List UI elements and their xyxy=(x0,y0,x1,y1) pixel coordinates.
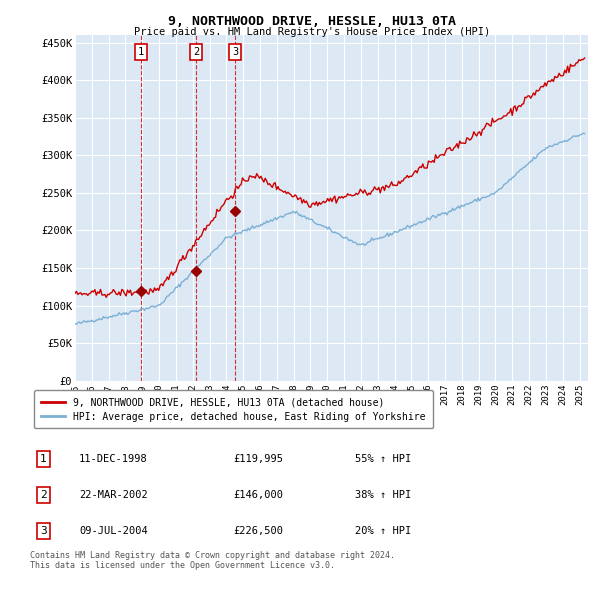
Text: Contains HM Land Registry data © Crown copyright and database right 2024.
This d: Contains HM Land Registry data © Crown c… xyxy=(29,551,395,570)
Text: Price paid vs. HM Land Registry's House Price Index (HPI): Price paid vs. HM Land Registry's House … xyxy=(134,27,490,37)
Text: 3: 3 xyxy=(232,47,238,57)
Text: 2: 2 xyxy=(193,47,200,57)
Text: 1: 1 xyxy=(40,454,47,464)
Text: 2: 2 xyxy=(40,490,47,500)
Text: 3: 3 xyxy=(40,526,47,536)
Text: 9, NORTHWOOD DRIVE, HESSLE, HU13 0TA: 9, NORTHWOOD DRIVE, HESSLE, HU13 0TA xyxy=(168,15,456,28)
Text: £146,000: £146,000 xyxy=(234,490,284,500)
Text: 09-JUL-2004: 09-JUL-2004 xyxy=(79,526,148,536)
Text: 55% ↑ HPI: 55% ↑ HPI xyxy=(355,454,412,464)
Text: 1: 1 xyxy=(138,47,145,57)
Text: £119,995: £119,995 xyxy=(234,454,284,464)
Text: £226,500: £226,500 xyxy=(234,526,284,536)
Text: 22-MAR-2002: 22-MAR-2002 xyxy=(79,490,148,500)
Legend: 9, NORTHWOOD DRIVE, HESSLE, HU13 0TA (detached house), HPI: Average price, detac: 9, NORTHWOOD DRIVE, HESSLE, HU13 0TA (de… xyxy=(34,391,433,428)
Text: 20% ↑ HPI: 20% ↑ HPI xyxy=(355,526,412,536)
Text: 38% ↑ HPI: 38% ↑ HPI xyxy=(355,490,412,500)
Text: 11-DEC-1998: 11-DEC-1998 xyxy=(79,454,148,464)
